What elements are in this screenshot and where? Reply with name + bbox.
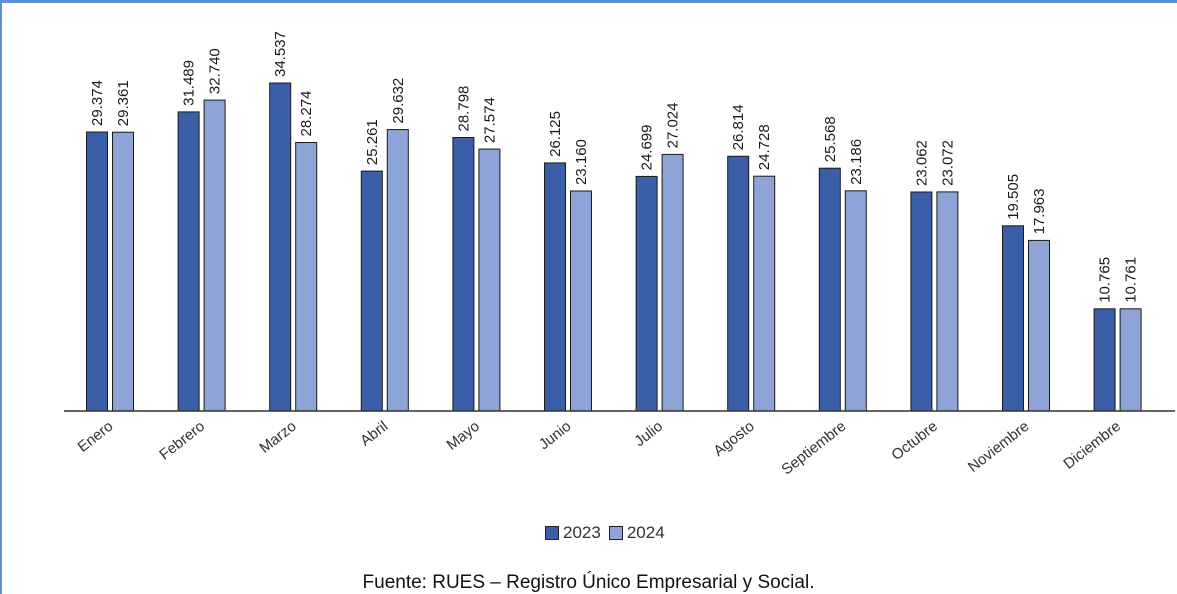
bar-2024-junio	[570, 190, 592, 412]
value-label-2024-julio: 27.024	[665, 103, 682, 149]
category-label-agosto: Agosto	[710, 418, 757, 460]
bar-2024-julio	[661, 153, 684, 412]
category-label-marzo: Marzo	[256, 418, 299, 457]
bar-2024-octubre	[936, 191, 959, 412]
bar-2024-noviembre	[1028, 239, 1050, 412]
category-label-julio: Julio	[631, 418, 666, 450]
value-label-2023-marzo: 34.537	[272, 31, 289, 77]
category-label-abril: Abril	[357, 418, 391, 450]
bar-2023-noviembre	[1002, 225, 1024, 412]
category-label-octubre: Octubre	[888, 418, 941, 464]
bar-2024-marzo	[295, 142, 318, 412]
value-label-2023-julio: 24.699	[639, 125, 656, 171]
value-label-2024-agosto: 24.728	[756, 124, 773, 170]
legend: 2023 2024	[545, 523, 665, 543]
bar-2024-diciembre	[1119, 308, 1142, 412]
bar-2023-febrero	[177, 111, 200, 412]
bar-2023-mayo	[452, 137, 475, 412]
category-label-diciembre: Diciembre	[1060, 418, 1124, 473]
legend-label-2023: 2023	[563, 523, 601, 542]
value-label-2023-diciembre: 10.765	[1097, 257, 1114, 303]
legend-swatch-2024	[608, 526, 623, 540]
value-label-2023-febrero: 31.489	[181, 60, 198, 106]
value-label-2024-febrero: 32.740	[207, 48, 224, 94]
value-label-2023-septiembre: 25.568	[822, 116, 839, 162]
value-label-2023-junio: 26.125	[547, 111, 564, 157]
value-label-2024-septiembre: 23.186	[848, 139, 865, 185]
bar-2023-abril	[360, 170, 383, 412]
category-label-febrero: Febrero	[156, 418, 208, 464]
bar-2024-mayo	[478, 148, 501, 412]
source-note: Fuente: RUES – Registro Único Empresaria…	[362, 572, 815, 593]
value-label-2024-marzo: 28.274	[298, 91, 315, 137]
legend-label-2024: 2024	[626, 523, 665, 542]
category-label-mayo: Mayo	[443, 418, 482, 454]
value-labels-group: 29.374 29.361 31.489 32.740 34.537 28.274 25.2…	[89, 31, 1140, 303]
bar-2023-enero	[86, 131, 108, 412]
bar-2023-julio	[635, 175, 658, 412]
legend-item-2023: 2023	[545, 523, 601, 543]
category-label-junio: Junio	[536, 418, 575, 453]
value-label-2024-mayo: 27.574	[481, 97, 498, 143]
bar-2023-agosto	[727, 155, 750, 412]
bar-2024-abril	[386, 129, 409, 412]
value-label-2023-agosto: 26.814	[730, 104, 747, 150]
value-label-2023-noviembre: 19.505	[1005, 174, 1022, 220]
bars-group	[86, 82, 1142, 412]
category-labels-group: Enero Febrero Marzo Abril Mayo Junio Julio Agos…	[74, 418, 1124, 479]
category-label-enero: Enero	[74, 418, 116, 456]
bar-2023-octubre	[910, 191, 933, 412]
bar-2023-diciembre	[1093, 308, 1116, 412]
value-label-2023-abril: 25.261	[364, 119, 381, 165]
value-label-2023-mayo: 28.798	[455, 86, 472, 132]
bar-2023-marzo	[269, 82, 292, 412]
legend-swatch-2023	[545, 526, 559, 540]
bar-2024-febrero	[203, 99, 226, 412]
value-label-2024-enero: 29.361	[115, 80, 132, 126]
category-label-septiembre: Septiembre	[778, 418, 849, 479]
bar-2023-junio	[544, 162, 566, 412]
value-label-2024-diciembre: 10.761	[1123, 257, 1140, 303]
bar-2024-septiembre	[844, 190, 867, 412]
bar-2024-enero	[112, 131, 134, 412]
value-label-2024-abril: 29.632	[390, 78, 407, 124]
value-label-2024-octubre: 23.072	[939, 140, 956, 186]
legend-item-2024: 2024	[608, 523, 665, 543]
category-label-noviembre: Noviembre	[965, 418, 1033, 476]
value-label-2023-octubre: 23.062	[913, 140, 930, 186]
bar-2023-septiembre	[818, 167, 841, 412]
value-label-2024-noviembre: 17.963	[1031, 189, 1048, 235]
value-label-2024-junio: 23.160	[573, 139, 590, 185]
value-label-2023-enero: 29.374	[89, 80, 106, 126]
bar-2024-agosto	[753, 175, 776, 412]
